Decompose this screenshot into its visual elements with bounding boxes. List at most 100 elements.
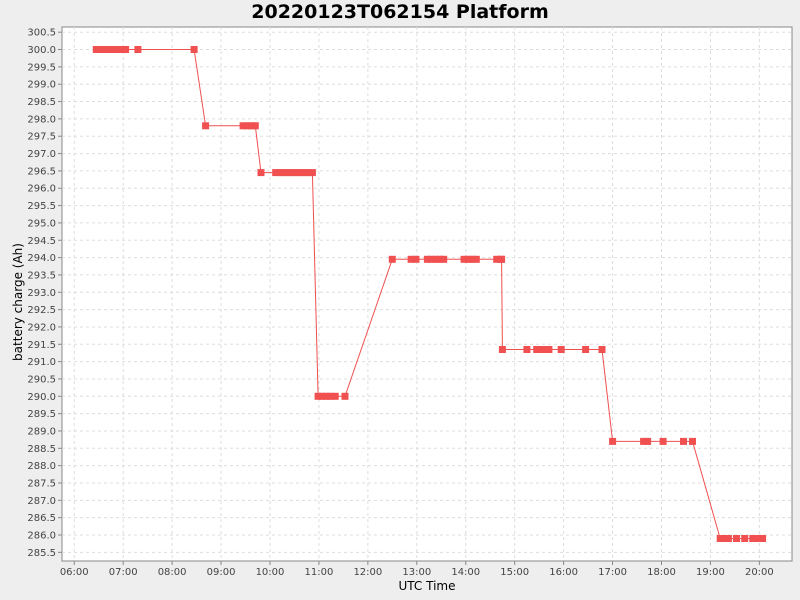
- y-tick-label: 294.5: [27, 236, 56, 247]
- data-point: [659, 437, 667, 445]
- x-tick-label: 08:00: [158, 567, 187, 578]
- y-tick-label: 293.0: [27, 288, 56, 299]
- data-point: [105, 46, 113, 53]
- data-point: [296, 169, 304, 177]
- data-point: [759, 535, 767, 542]
- x-tick-label: 10:00: [256, 567, 285, 578]
- x-tick-label: 17:00: [598, 567, 627, 578]
- data-point: [190, 46, 198, 53]
- y-tick-label: 296.5: [27, 166, 56, 177]
- data-point: [322, 392, 330, 400]
- data-point: [460, 255, 468, 263]
- x-tick-label: 12:00: [353, 567, 382, 578]
- data-point: [720, 535, 728, 542]
- y-tick-label: 295.5: [27, 201, 56, 212]
- data-point: [468, 255, 476, 263]
- data-point: [300, 169, 308, 177]
- x-tick-label: 16:00: [549, 567, 578, 578]
- x-tick-label: 07:00: [109, 567, 138, 578]
- y-axis-label: battery charge (Ah): [11, 243, 25, 361]
- y-tick-label: 291.5: [27, 340, 56, 351]
- data-point: [436, 255, 444, 263]
- data-point: [292, 169, 300, 177]
- data-point: [331, 392, 339, 400]
- data-point: [428, 255, 435, 263]
- data-point: [118, 46, 125, 53]
- data-point: [101, 46, 109, 53]
- y-tick-label: 297.0: [27, 149, 56, 160]
- data-point: [523, 346, 531, 353]
- y-tick-label: 289.0: [27, 426, 56, 437]
- data-point: [280, 169, 288, 177]
- data-point: [498, 346, 506, 353]
- data-point: [304, 169, 312, 177]
- y-tick-label: 288.0: [27, 461, 56, 472]
- x-tick-label: 19:00: [696, 567, 725, 578]
- x-tick-label: 15:00: [500, 567, 529, 578]
- data-point: [432, 255, 440, 263]
- data-point: [284, 169, 292, 177]
- y-tick-label: 287.0: [27, 496, 56, 507]
- data-point: [472, 255, 480, 263]
- y-tick-label: 292.5: [27, 305, 56, 316]
- x-tick-label: 20:00: [745, 567, 774, 578]
- data-point: [716, 535, 724, 542]
- data-point: [541, 346, 549, 353]
- data-point: [326, 392, 334, 400]
- data-point: [308, 169, 316, 177]
- y-tick-label: 297.5: [27, 132, 56, 143]
- x-tick-label: 09:00: [207, 567, 236, 578]
- x-tick-label: 11:00: [305, 567, 334, 578]
- data-point: [114, 46, 121, 53]
- data-point: [314, 392, 322, 400]
- data-point: [109, 46, 117, 53]
- data-point: [239, 122, 247, 130]
- y-tick-label: 299.0: [27, 80, 56, 91]
- data-point: [609, 437, 617, 445]
- y-tick-label: 290.5: [27, 374, 56, 385]
- y-tick-label: 300.5: [27, 28, 56, 39]
- data-point: [388, 255, 396, 263]
- y-tick-label: 293.5: [27, 270, 56, 281]
- y-tick-label: 287.5: [27, 478, 56, 489]
- data-point: [92, 46, 100, 53]
- data-point: [582, 346, 590, 353]
- x-tick-label: 14:00: [451, 567, 480, 578]
- data-point: [493, 255, 501, 263]
- x-axis-ticks: 06:00 07:00 08:00 09:00 10:00 11:00 12:00 13:00…: [60, 561, 774, 578]
- y-tick-label: 299.5: [27, 62, 56, 73]
- data-point: [272, 169, 280, 177]
- data-point: [134, 46, 142, 53]
- x-tick-label: 13:00: [402, 567, 431, 578]
- data-point: [537, 346, 545, 353]
- data-point: [202, 122, 210, 130]
- x-axis-label: UTC Time: [399, 579, 456, 593]
- y-tick-label: 289.5: [27, 409, 56, 420]
- y-tick-label: 285.5: [27, 548, 56, 559]
- data-point: [644, 437, 652, 445]
- data-point: [640, 437, 648, 445]
- y-tick-label: 298.0: [27, 114, 56, 125]
- data-point: [557, 346, 565, 353]
- data-point: [680, 437, 687, 445]
- chart-title: 20220123T062154 Platform: [251, 1, 549, 23]
- y-axis-ticks: 285.5 286.0 286.5 287.0 287.5 288.0 288.5 289.0…: [27, 28, 62, 559]
- data-point: [257, 169, 265, 177]
- data-point: [741, 535, 749, 542]
- y-tick-label: 286.0: [27, 530, 56, 541]
- series-markers: [92, 46, 767, 542]
- data-point: [689, 437, 696, 445]
- data-point: [724, 535, 732, 542]
- data-point: [598, 346, 606, 353]
- y-tick-label: 288.5: [27, 444, 56, 455]
- y-tick-label: 292.0: [27, 322, 56, 333]
- data-point: [97, 46, 105, 53]
- y-tick-label: 300.0: [27, 45, 56, 56]
- y-tick-label: 291.0: [27, 357, 56, 368]
- x-tick-label: 06:00: [60, 567, 89, 578]
- y-tick-label: 296.0: [27, 184, 56, 195]
- data-point: [318, 392, 326, 400]
- data-point: [407, 255, 415, 263]
- data-point: [288, 169, 296, 177]
